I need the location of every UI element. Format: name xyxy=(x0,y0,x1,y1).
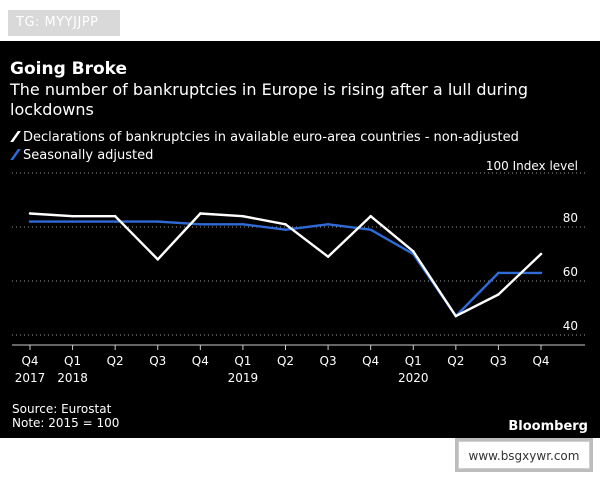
series-seasonally-adjusted-segment-3 xyxy=(156,220,202,226)
series-seasonally-adjusted-point-12 xyxy=(539,271,543,275)
x-tick-label-8: Q4 xyxy=(362,354,379,368)
series-non-adjusted-segment-5 xyxy=(241,214,287,226)
series-non-adjusted-point-0 xyxy=(28,212,32,215)
chart-panel: Going Broke The number of bankruptcies i… xyxy=(0,41,600,438)
legend-item-seasonally-adjusted: Seasonally adjusted xyxy=(10,147,154,165)
series-non-adjusted-point-12 xyxy=(539,252,543,256)
x-year-label-2018: 2018 xyxy=(57,371,88,385)
x-tick-label-1: Q1 xyxy=(64,354,81,368)
bloomberg-logo: Bloomberg xyxy=(508,419,588,434)
series-seasonally-adjusted-point-0 xyxy=(28,220,32,223)
series-non-adjusted-point-9 xyxy=(412,250,415,253)
x-tick-label-7: Q3 xyxy=(320,354,337,368)
legend-label-seasonally-adjusted: Seasonally adjusted xyxy=(23,148,154,163)
series-non-adjusted-point-4 xyxy=(199,212,202,215)
series-non-adjusted-segment-2 xyxy=(113,214,159,261)
series-non-adjusted-point-11 xyxy=(497,293,500,296)
series-non-adjusted-point-8 xyxy=(369,215,372,218)
x-tick-label-9: Q1 xyxy=(405,354,422,368)
series-non-adjusted-segment-11 xyxy=(497,252,543,296)
x-tick-label-2: Q2 xyxy=(107,354,124,368)
chart-title: Going Broke xyxy=(10,59,128,79)
series-seasonally-adjusted-segment-5 xyxy=(241,223,287,231)
series-non-adjusted-point-2 xyxy=(113,215,117,218)
series-non-adjusted-point-10 xyxy=(454,314,458,318)
series-seasonally-adjusted-segment-8 xyxy=(369,228,415,256)
series-non-adjusted-segment-3 xyxy=(156,212,202,261)
series-non-adjusted-point-7 xyxy=(326,255,330,258)
series-seasonally-adjusted-segment-10 xyxy=(454,271,500,318)
y-tick-label-60: 60 xyxy=(563,265,578,279)
website-watermark: www.bsgxywr.com xyxy=(458,441,590,469)
y-tick-label-40: 40 xyxy=(563,319,578,333)
series-seasonally-adjusted-point-1 xyxy=(71,220,74,223)
series-non-adjusted-point-1 xyxy=(71,215,74,218)
series-seasonally-adjusted-point-8 xyxy=(369,228,372,231)
legend-label-non-adjusted: Declarations of bankruptcies in availabl… xyxy=(23,130,519,145)
x-tick-label-4: Q4 xyxy=(192,354,209,368)
series-seasonally-adjusted-point-4 xyxy=(199,223,202,226)
series-non-adjusted-segment-9 xyxy=(412,250,458,318)
series-non-adjusted-segment-7 xyxy=(326,214,372,258)
x-tick-label-6: Q2 xyxy=(277,354,294,368)
channel-tag: TG: MYYJJPP xyxy=(8,10,120,36)
x-tick-label-10: Q2 xyxy=(447,354,464,368)
x-year-label-2019: 2019 xyxy=(228,371,259,385)
chart-subtitle: The number of bankruptcies in Europe is … xyxy=(10,80,528,119)
legend-item-non-adjusted: Declarations of bankruptcies in availabl… xyxy=(10,129,519,147)
source-note: Source: Eurostat xyxy=(12,402,112,416)
x-year-label-2020: 2020 xyxy=(398,371,429,385)
line-chart: 100 Index level 40 60 80 Q4 Q1 Q2 Q3 Q4 Q1 Q2 Q3 Q4 Q… xyxy=(12,159,585,385)
series-seasonally-adjusted-point-7 xyxy=(326,223,330,226)
series-seasonally-adjusted-point-2 xyxy=(113,220,117,223)
series-non-adjusted-segment-8 xyxy=(369,214,415,253)
series-seasonally-adjusted-point-11 xyxy=(497,271,500,275)
x-year-label-2017: 2017 xyxy=(15,371,46,385)
series-seasonally-adjusted-point-3 xyxy=(156,220,159,223)
y-unit-label: 100 Index level xyxy=(486,159,578,173)
series-seasonally-adjusted-segment-7 xyxy=(326,223,372,231)
series-non-adjusted-point-6 xyxy=(284,223,287,226)
series-non-adjusted-point-5 xyxy=(241,215,245,218)
series-non-adjusted-segment-0 xyxy=(28,212,74,218)
x-tick-label-5: Q1 xyxy=(234,354,251,368)
x-tick-label-12: Q4 xyxy=(532,354,549,368)
series-non-adjusted-point-3 xyxy=(156,258,159,261)
series-non-adjusted-segment-4 xyxy=(199,212,245,218)
x-tick-label-11: Q3 xyxy=(490,354,507,368)
series-seasonally-adjusted-point-6 xyxy=(284,228,287,231)
x-tick-label-0: Q4 xyxy=(21,354,38,368)
y-tick-label-80: 80 xyxy=(563,211,578,225)
series-non-adjusted-segment-10 xyxy=(454,293,500,318)
series-non-adjusted-segment-6 xyxy=(284,223,330,258)
series-seasonally-adjusted-point-5 xyxy=(241,223,245,226)
index-note: Note: 2015 = 100 xyxy=(12,416,120,430)
x-tick-label-3: Q3 xyxy=(149,354,166,368)
